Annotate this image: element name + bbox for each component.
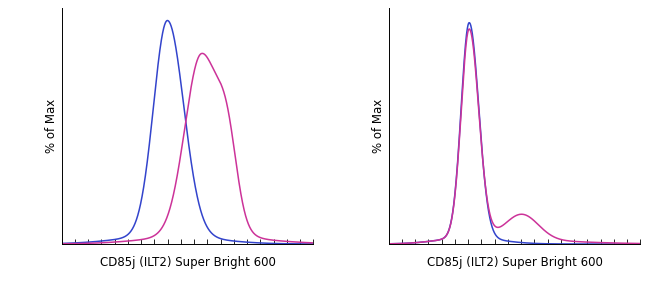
X-axis label: CD85j (ILT2) Super Bright 600: CD85j (ILT2) Super Bright 600 — [426, 256, 603, 269]
X-axis label: CD85j (ILT2) Super Bright 600: CD85j (ILT2) Super Bright 600 — [99, 256, 276, 269]
Y-axis label: % of Max: % of Max — [45, 99, 58, 153]
Y-axis label: % of Max: % of Max — [372, 99, 385, 153]
